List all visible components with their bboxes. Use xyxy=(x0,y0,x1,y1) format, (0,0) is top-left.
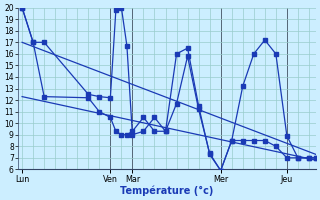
X-axis label: Température (°c): Température (°c) xyxy=(120,185,213,196)
